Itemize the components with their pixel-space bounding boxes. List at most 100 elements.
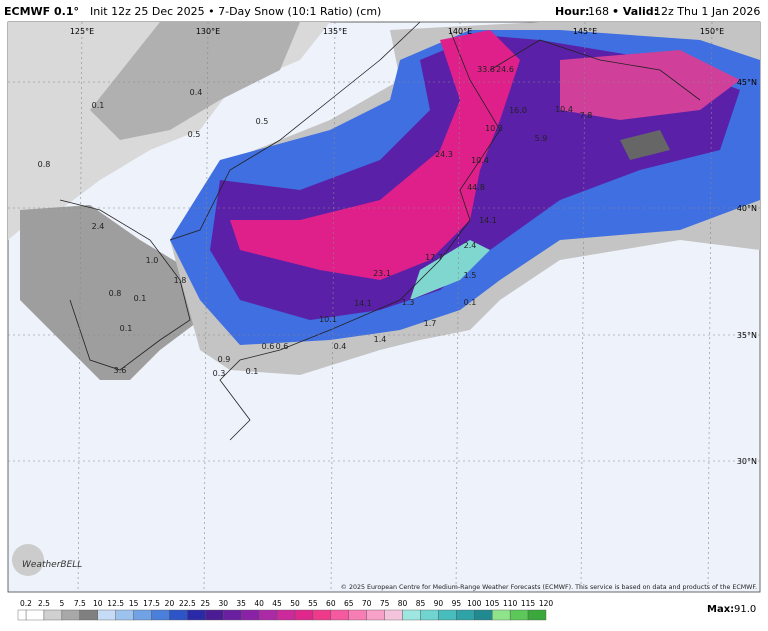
value-label: 0.1 [120,324,133,333]
value-label: 0.5 [256,117,269,126]
value-label: 0.6 [262,342,275,351]
copyright: © 2025 European Centre for Medium-Range … [341,583,757,591]
snow-teal [410,240,490,300]
max-value: 91.0 [734,604,756,615]
lat-label: 45°N [737,78,757,87]
value-label: 0.8 [109,289,122,298]
colorbar-label: 80 [398,599,408,608]
value-label: 16.0 [509,106,527,115]
colorbar-swatch [527,609,547,621]
map [7,21,761,593]
lat-label: 30°N [737,457,757,466]
colorbar-label: 70 [362,599,372,608]
value-label: 7.8 [580,111,593,120]
colorbar-swatch [25,609,45,621]
colorbar-swatch [133,609,152,621]
model-name: ECMWF 0.1° [4,5,79,18]
colorbar-label: 55 [308,599,318,608]
value-label: 0.1 [92,101,105,110]
colorbar-label: 75 [380,599,390,608]
colorbar-swatch [438,609,457,621]
colorbar-swatch [509,609,529,621]
value-label: 0.1 [134,294,147,303]
value-label: 0.9 [218,355,231,364]
colorbar-swatch [492,609,511,621]
value-label: 23.1 [373,269,391,278]
max-label: Max: [707,604,734,615]
value-label: 1.7 [424,319,437,328]
snow-magenta [230,30,520,280]
colorbar-label: 20 [165,599,175,608]
value-label: 24.6 [496,65,514,74]
land-gray [90,22,300,140]
value-label: 1.3 [402,298,415,307]
value-label: 33.8 [477,65,495,74]
coastlines [59,21,701,441]
value-label: 0.4 [190,88,203,97]
colorbar-label: 45 [272,599,282,608]
lon-label: 150°E [700,27,724,36]
value-label: 0.8 [38,160,51,169]
colorbar-label: 7.5 [74,599,86,608]
value-label: 14.1 [479,216,497,225]
colorbar-label: 105 [485,599,500,608]
colorbar-swatch [79,609,98,621]
init-info: Init 12z 25 Dec 2025 • 7-Day Snow (10:1 … [90,5,381,18]
colorbar-swatch [169,609,188,621]
colorbar-label: 110 [503,599,518,608]
graticule [203,21,209,593]
colorbar-swatch [366,609,385,621]
value-label: 10.1 [319,315,337,324]
logo-swirl [12,544,44,576]
colorbar-label: 0.2 [20,599,32,608]
graticule [455,21,461,593]
colorbar-label: 17.5 [143,599,160,608]
colorbar-swatch [61,609,80,621]
value-label: 3.6 [114,366,127,375]
value-label: 0.1 [246,367,259,376]
colorbar-label: 22.5 [179,599,196,608]
value-label: 14.1 [354,299,372,308]
lat-label: 35°N [737,331,757,340]
colorbar-label: 15 [129,599,139,608]
colorbar-label: 120 [539,599,554,608]
valid-label: • Valid: [612,5,658,18]
colorbar-swatch [240,609,260,621]
lon-label: 135°E [323,27,347,36]
colorbar-label: 90 [434,599,444,608]
colorbar-label: 85 [416,599,426,608]
colorbar-label: 115 [521,599,536,608]
colorbar-label: 2.5 [38,599,50,608]
colorbar-swatch [276,609,296,621]
land-gray [620,130,670,160]
colorbar-label: 5 [59,599,64,608]
logo-text: WeatherBELL [22,560,82,570]
colorbar-swatch [97,609,116,621]
colorbar-label: 100 [467,599,482,608]
value-label: 0.6 [276,342,289,351]
logo: WeatherBELL [12,544,82,576]
hour: 168 [588,5,609,18]
value-label: 10.4 [471,156,489,165]
value-label: 10.3 [485,124,503,133]
value-label: 1.4 [374,335,387,344]
colorbar-swatch [384,609,403,621]
colorbar-label: 60 [326,599,336,608]
colorbar-label: 35 [236,599,246,608]
value-label: 1.5 [464,271,477,280]
value-label: 1.0 [146,256,159,265]
value-label: 0.4 [334,342,347,351]
colorbar-label: 10 [93,599,103,608]
colorbar-label: 25 [201,599,211,608]
graticule [580,21,586,593]
colorbar-swatch [223,609,242,621]
value-label: 0.3 [213,369,226,378]
snow-magenta [560,50,740,120]
colorbar-label: 12.5 [107,599,124,608]
graticule [330,21,336,593]
colorbar-swatch [402,609,421,621]
colorbar-swatch [474,609,493,621]
valid: 12z Thu 1 Jan 2026 [654,5,760,18]
hour-label: Hour: [555,5,589,18]
